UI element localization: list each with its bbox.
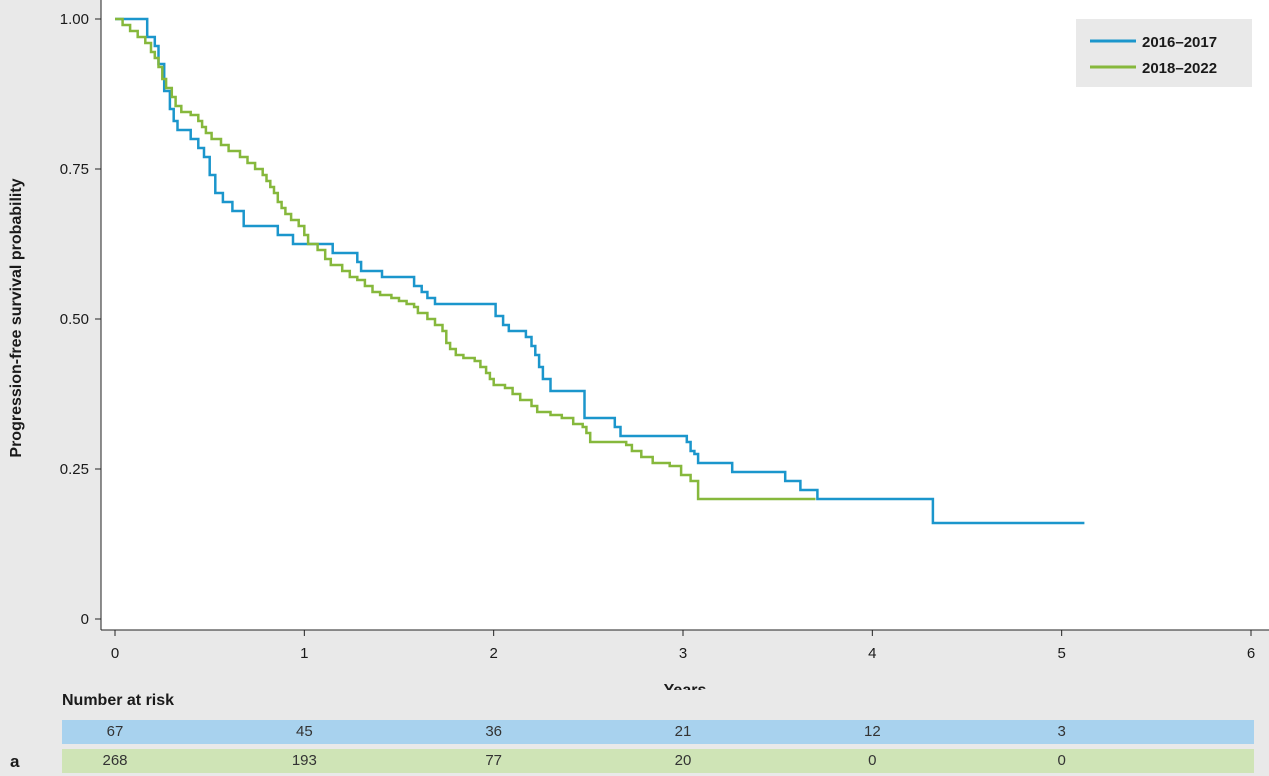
legend-label-1: 2016–2017 [1142, 34, 1217, 51]
risk-cell: 0 [1057, 752, 1066, 769]
risk-cell: 268 [102, 752, 128, 769]
y-tick-label: 0.25 [60, 461, 89, 478]
y-tick-label: 0.75 [60, 161, 89, 178]
risk-cell: 0 [868, 752, 877, 769]
risk-cell: 3 [1057, 723, 1066, 740]
legend-box [1076, 19, 1252, 87]
x-tick-label: 2 [489, 645, 497, 662]
y-tick-label: 0 [81, 611, 89, 628]
x-tick-label: 3 [679, 645, 687, 662]
km-chart: 0 1 2 3 4 5 6 0 0.25 0.50 0.75 1.00 2016–2017 2018–… [8, 0, 1269, 690]
y-tick-label: 1.00 [60, 11, 89, 28]
risk-row-2016-2017: 67 45 36 21 12 3 [62, 720, 1254, 744]
legend: 2016–2017 2018–2022 [1076, 19, 1252, 87]
risk-cell: 20 [674, 752, 692, 769]
risk-cell: 45 [295, 723, 313, 740]
risk-cell: 12 [863, 723, 881, 740]
risk-cell: 67 [106, 723, 124, 740]
panel-label: a [10, 752, 20, 771]
risk-cell: 21 [674, 723, 692, 740]
x-tick-label: 5 [1057, 645, 1065, 662]
risk-table-title: Number at risk [62, 692, 175, 709]
y-tick-label: 0.50 [60, 311, 89, 328]
x-tick-label: 4 [868, 645, 876, 662]
risk-cell: 36 [485, 723, 502, 740]
plot-area [101, 0, 1269, 630]
x-tick-label: 6 [1247, 645, 1255, 662]
series-line-2 [115, 17, 816, 501]
risk-cell: 77 [485, 752, 502, 769]
y-axis-title: Progression-free survival probability [8, 178, 25, 457]
x-axis-title: Years [664, 682, 707, 690]
risk-cell: 193 [291, 752, 317, 769]
risk-row-2018-2022: 268 193 77 20 0 0 [62, 749, 1254, 773]
series-line-1 [115, 17, 1085, 525]
x-tick-label: 1 [300, 645, 308, 662]
legend-label-2: 2018–2022 [1142, 60, 1217, 77]
x-tick-label: 0 [111, 645, 119, 662]
